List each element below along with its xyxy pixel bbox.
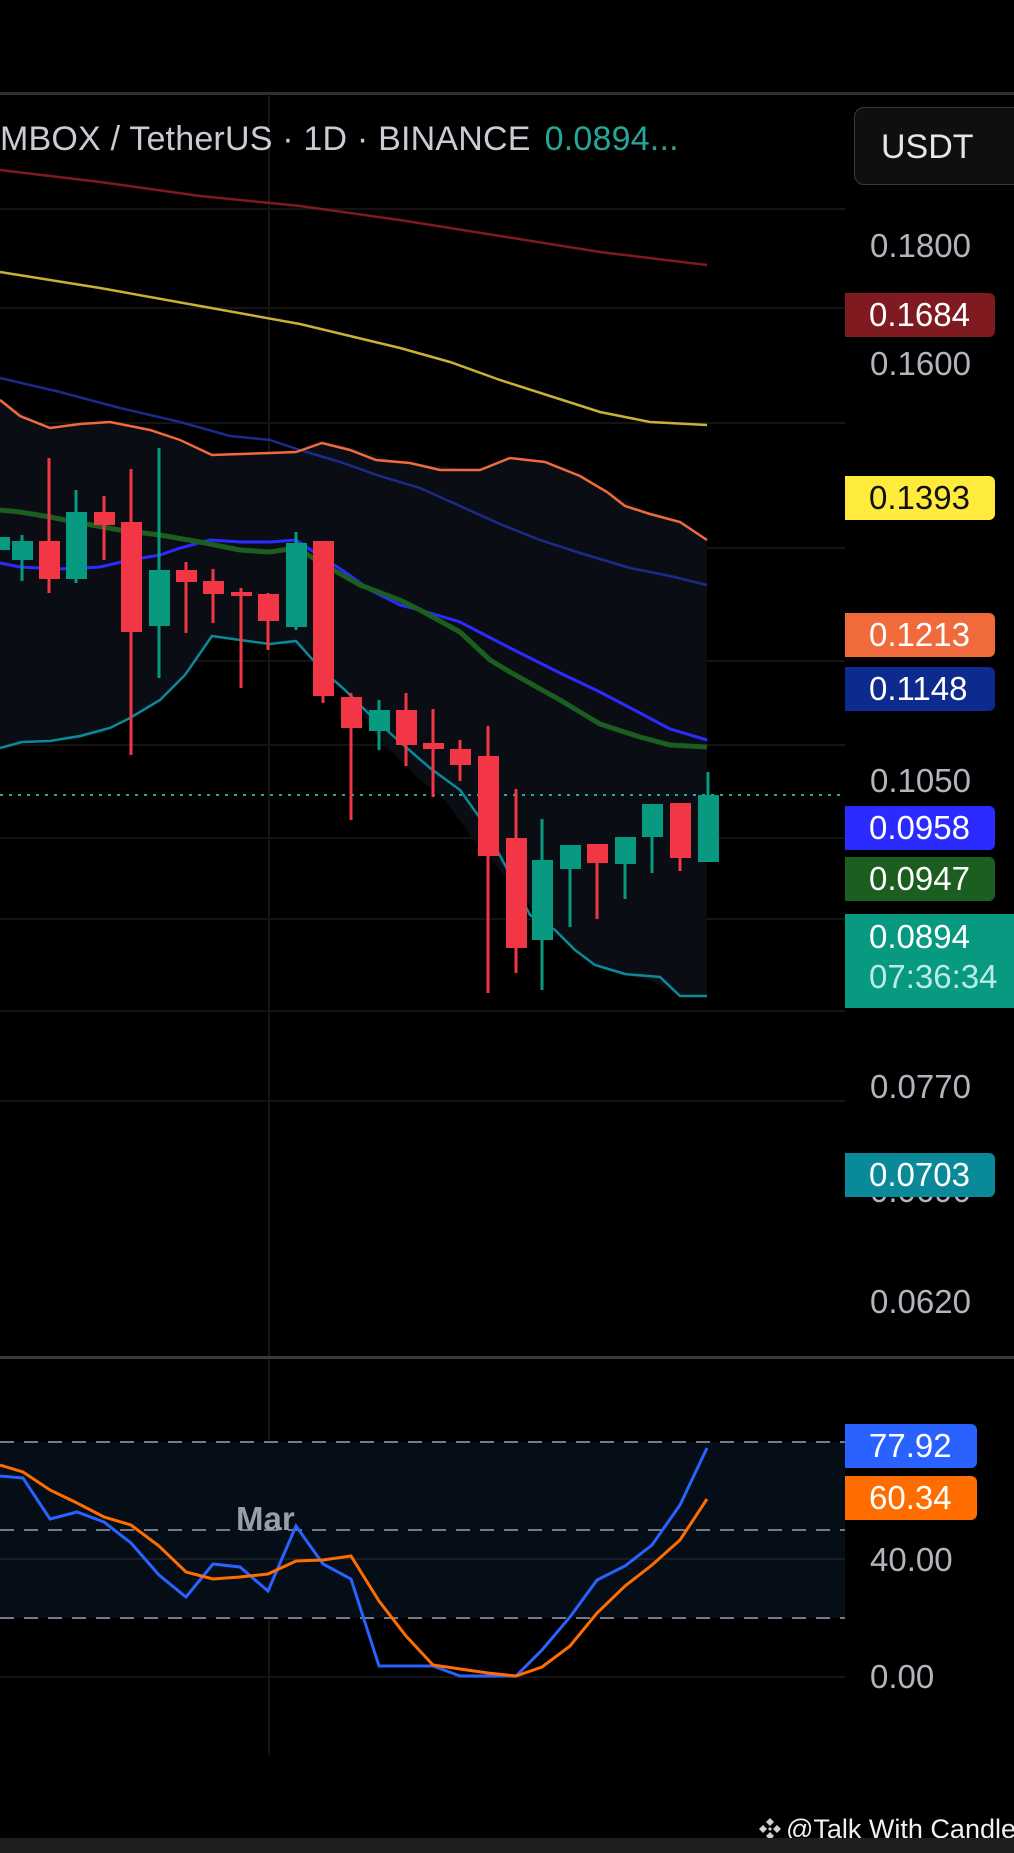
symbol-title: MBOX / TetherUS · 1D · BINANCE bbox=[0, 120, 531, 158]
ma100-line bbox=[0, 270, 708, 427]
currency-label: USDT bbox=[881, 128, 974, 166]
price-tick: 0.1050 bbox=[870, 762, 971, 799]
time-axis-label: Mar bbox=[236, 1500, 295, 1537]
stoch-d-tag: 60.34 bbox=[845, 1476, 977, 1520]
last-price-tag: 0.0894 07:36:34 bbox=[845, 914, 1014, 1008]
ma50-line bbox=[0, 376, 708, 587]
price-tick: 0.0770 bbox=[870, 1068, 971, 1105]
bollinger-upper-line bbox=[0, 399, 708, 542]
bollinger-upper-price-tag: 0.1213 bbox=[845, 613, 995, 657]
pane-divider[interactable] bbox=[0, 1356, 1014, 1359]
stoch-k-line bbox=[0, 1447, 709, 1678]
bollinger-basis-line bbox=[0, 507, 708, 750]
price-tick: 0.1600 bbox=[870, 345, 971, 382]
top-divider bbox=[0, 92, 1014, 95]
legend-last-price: 0.0894... bbox=[544, 120, 679, 158]
price-tick: 0.0620 bbox=[870, 1283, 971, 1320]
osc-tick: 40.00 bbox=[870, 1541, 953, 1578]
symbol-legend[interactable]: MBOX / TetherUS · 1D · BINANCE 0.0894... bbox=[0, 120, 679, 159]
ma200-price-tag: 0.1684 bbox=[845, 293, 995, 337]
currency-button[interactable]: USDT bbox=[854, 107, 1014, 185]
last-price-value: 0.0894 bbox=[869, 918, 970, 955]
ma100-price-tag: 0.1393 bbox=[845, 476, 995, 520]
bollinger-lower-price-tag: 0.0703 bbox=[845, 1153, 995, 1197]
bollinger-basis-price-tag: 0.0947 bbox=[845, 857, 995, 901]
ma200-line bbox=[0, 168, 708, 267]
price-tick: 0.1800 bbox=[870, 227, 971, 264]
osc-tick: 0.00 bbox=[870, 1658, 935, 1695]
stoch-d-line bbox=[0, 1463, 709, 1678]
bar-countdown: 07:36:34 bbox=[869, 958, 998, 995]
ma50-price-tag: 0.1148 bbox=[845, 667, 995, 711]
ma20-price-tag: 0.0958 bbox=[845, 806, 995, 850]
candlesticks bbox=[0, 448, 719, 993]
stoch-k-tag: 77.92 bbox=[845, 1424, 977, 1468]
bottom-bar bbox=[0, 1838, 1014, 1853]
